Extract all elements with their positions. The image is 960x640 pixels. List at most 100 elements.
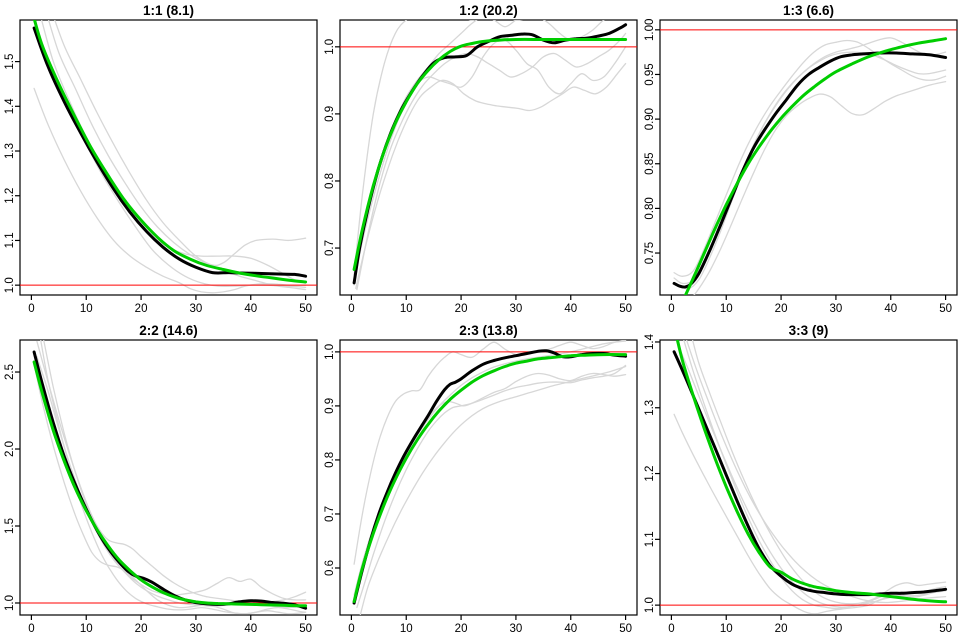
panel-3-3: 3:3 (9) 0 10 20 30 40 50 1.0 1.1 1.2 1.3 1.4 <box>640 320 960 640</box>
x-tick-label: 10 <box>80 303 93 315</box>
y-tick-label: 0.7 <box>324 240 336 256</box>
x-tick-label: 0 <box>668 303 674 315</box>
y-tick-label: 0.90 <box>644 108 656 130</box>
mean-curve <box>672 51 948 289</box>
panel-title: 1:3 (6.6) <box>783 3 834 18</box>
panel-title: 2:3 (13.8) <box>459 323 518 338</box>
y-tick-label: 1.4 <box>644 333 656 350</box>
replicate-curve <box>36 355 307 608</box>
replicate-curve <box>353 372 627 596</box>
x-tick-label: 50 <box>619 303 632 315</box>
y-tick-label: 1.0 <box>4 595 16 611</box>
replicate-curve <box>33 87 307 294</box>
panel-title: 2:2 (14.6) <box>139 323 198 338</box>
fit-curve <box>33 20 308 284</box>
plot-svg: 1:1 (8.1) 0 10 20 30 40 50 1.0 1.1 1.2 1.3 1.4 1.5 <box>4 3 318 315</box>
mean-curve <box>32 350 308 610</box>
plot-box <box>339 19 638 296</box>
replicate-curve <box>673 413 947 615</box>
mean-curve <box>352 349 628 605</box>
replicate-curve <box>676 51 947 290</box>
x-tick-label: 20 <box>775 623 788 635</box>
x-tick-label: 0 <box>348 303 354 315</box>
x-tick-label: 30 <box>190 623 203 635</box>
y-tick-label: 1.5 <box>4 518 16 534</box>
replicate-curve <box>683 340 947 610</box>
y-tick-label: 2.5 <box>4 364 16 380</box>
replicate-curve <box>36 340 307 604</box>
replicate-curve <box>54 20 307 267</box>
x-tick-label: 20 <box>135 303 148 315</box>
y-tick-label: 1.5 <box>4 54 16 70</box>
plot-svg: 2:2 (14.6) 0 10 20 30 40 50 1.0 1.5 2.0 2.5 <box>4 323 318 635</box>
mean-curve <box>352 23 628 285</box>
panel-title: 1:2 (20.2) <box>459 3 518 18</box>
plot-box <box>19 19 318 296</box>
replicate-curve <box>353 20 524 276</box>
x-tick-label: 40 <box>244 303 257 315</box>
x-tick-label: 20 <box>455 623 468 635</box>
x-tick-label: 40 <box>564 303 577 315</box>
x-tick-label: 50 <box>299 623 312 635</box>
x-tick-label: 40 <box>884 623 897 635</box>
panel-1-3: 1:3 (6.6) 0 10 20 30 40 50 0.75 0.80 0.85 0.90 0.95… <box>640 0 960 320</box>
x-tick-label: 0 <box>28 303 34 315</box>
x-tick-label: 40 <box>244 623 257 635</box>
replicate-curve <box>353 20 605 281</box>
y-tick-label: 0.6 <box>324 560 336 576</box>
y-tick-label: 0.8 <box>324 452 336 468</box>
replicate-curve <box>43 340 307 601</box>
y-tick-label: 1.2 <box>644 466 656 482</box>
replicate-curve <box>673 39 947 277</box>
x-tick-label: 30 <box>510 303 523 315</box>
y-tick-label: 1.2 <box>4 188 16 204</box>
y-tick-label: 0.8 <box>324 173 336 189</box>
x-tick-label: 30 <box>830 303 843 315</box>
replicate-curve <box>356 364 627 609</box>
fit-curve <box>352 353 628 603</box>
x-tick-label: 50 <box>939 623 952 635</box>
y-tick-label: 1.0 <box>644 597 656 613</box>
y-tick-label: 0.9 <box>324 398 336 414</box>
x-tick-label: 50 <box>299 303 312 315</box>
panel-2-2: 2:2 (14.6) 0 10 20 30 40 50 1.0 1.5 2.0 2.5 <box>0 320 320 640</box>
replicate-curve <box>676 341 947 608</box>
x-tick-label: 30 <box>190 303 203 315</box>
y-tick-label: 1.00 <box>644 19 656 41</box>
fit-curve <box>675 340 948 604</box>
y-tick-label: 2.0 <box>4 441 16 457</box>
replicate-curve <box>353 340 627 602</box>
x-tick-label: 0 <box>668 623 674 635</box>
y-tick-label: 1.0 <box>324 39 336 55</box>
replicate-curve <box>359 365 627 615</box>
x-tick-label: 10 <box>400 303 413 315</box>
y-tick-label: 0.7 <box>324 506 336 522</box>
plot-svg: 1:3 (6.6) 0 10 20 30 40 50 0.75 0.80 0.85 0.90 0.95… <box>644 3 958 315</box>
replicate-curve <box>685 340 947 604</box>
x-tick-label: 10 <box>400 623 413 635</box>
mean-curve <box>672 350 948 597</box>
x-tick-label: 50 <box>619 623 632 635</box>
x-tick-label: 0 <box>348 623 354 635</box>
replicate-curve <box>356 32 627 291</box>
y-tick-label: 0.85 <box>644 153 656 175</box>
replicate-curve <box>353 340 627 565</box>
y-tick-label: 0.80 <box>644 197 656 219</box>
x-tick-label: 10 <box>720 303 733 315</box>
x-tick-label: 10 <box>720 623 733 635</box>
y-tick-label: 1.4 <box>4 98 16 115</box>
x-tick-label: 10 <box>80 623 93 635</box>
plot-box <box>19 339 318 616</box>
panel-1-2: 1:2 (20.2) 0 10 20 30 40 50 0.7 0.8 0.9 1.0 <box>320 0 640 320</box>
y-tick-label: 1.3 <box>644 400 656 416</box>
y-tick-label: 0.9 <box>324 106 336 122</box>
y-tick-label: 1.0 <box>324 344 336 360</box>
replicate-curve <box>40 340 307 615</box>
plot-box <box>659 19 958 296</box>
fit-curve <box>352 37 628 271</box>
y-tick-label: 1.3 <box>4 143 16 159</box>
x-tick-label: 0 <box>28 623 34 635</box>
x-tick-label: 20 <box>135 623 148 635</box>
panel-title: 1:1 (8.1) <box>143 3 194 18</box>
